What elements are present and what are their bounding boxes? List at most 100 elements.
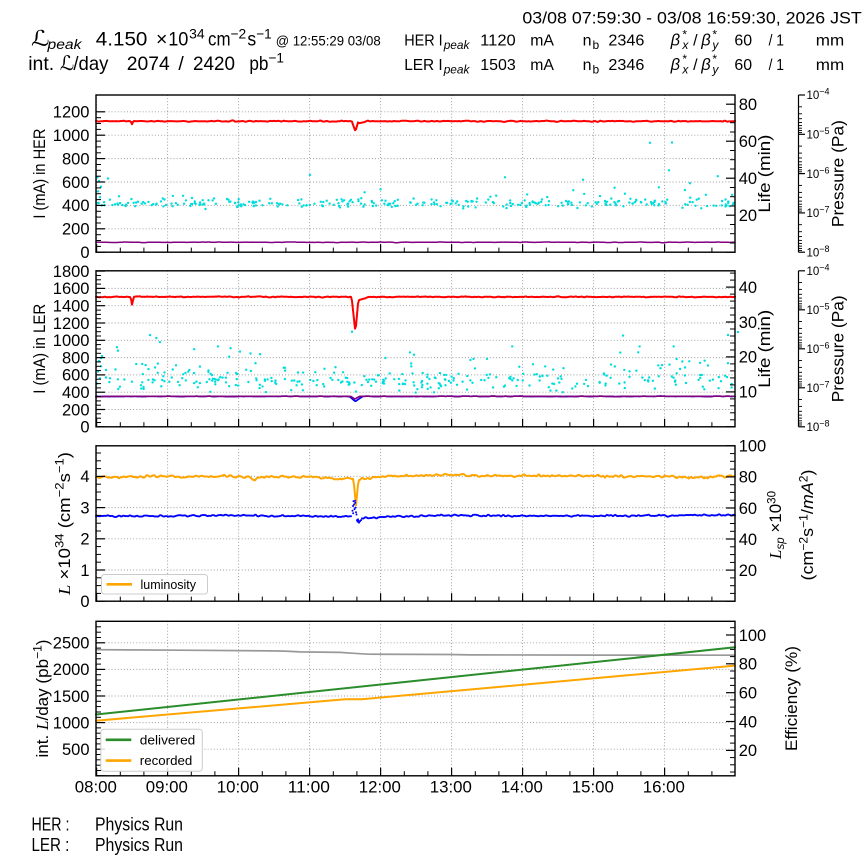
svg-text:14:00: 14:00: [501, 778, 543, 797]
svg-text:600: 600: [62, 174, 90, 192]
svg-text:−1: −1: [269, 50, 285, 66]
svg-text:2074: 2074: [127, 53, 170, 75]
svg-text:peak: peak: [46, 37, 83, 52]
svg-text:cm: cm: [208, 29, 231, 51]
svg-text:y: y: [711, 38, 719, 52]
svg-text:Pressure (Pa): Pressure (Pa): [829, 120, 848, 227]
svg-text:80: 80: [739, 469, 757, 487]
svg-text:1: 1: [80, 562, 89, 580]
svg-text:peak: peak: [443, 62, 471, 76]
svg-text:β: β: [700, 56, 711, 74]
svg-text:11:00: 11:00: [288, 778, 330, 797]
svg-text:pb: pb: [249, 53, 268, 75]
svg-text:10: 10: [168, 29, 188, 51]
svg-text:60: 60: [739, 685, 757, 703]
svg-text:60: 60: [734, 57, 752, 74]
svg-text:@ 12:55:29 03/08: @ 12:55:29 03/08: [276, 34, 381, 50]
svg-text:1000: 1000: [53, 714, 90, 732]
svg-text:1000: 1000: [53, 127, 90, 145]
svg-text:60: 60: [734, 33, 752, 50]
svg-text:mA: mA: [530, 33, 554, 50]
svg-text:0: 0: [80, 593, 89, 611]
svg-text:LER :: LER :: [32, 835, 70, 855]
svg-text:60: 60: [739, 500, 757, 518]
svg-text:*: *: [712, 28, 717, 42]
svg-text:1600: 1600: [53, 280, 90, 298]
svg-text:15:00: 15:00: [572, 778, 614, 797]
svg-text:Physics Run: Physics Run: [95, 815, 183, 835]
svg-text:Life (min): Life (min): [755, 135, 774, 213]
svg-text:400: 400: [62, 384, 90, 402]
svg-text:Pressure (Pa): Pressure (Pa): [829, 295, 848, 402]
svg-text:mm: mm: [816, 57, 844, 74]
svg-text:3: 3: [80, 499, 89, 517]
svg-text:20: 20: [739, 562, 757, 580]
svg-text:2346: 2346: [608, 33, 644, 50]
svg-text:09:00: 09:00: [146, 778, 188, 797]
svg-text:HER I: HER I: [404, 33, 443, 50]
svg-text:peak: peak: [443, 38, 471, 52]
svg-text:I (mA) in LER: I (mA) in LER: [30, 304, 49, 394]
svg-text:1800: 1800: [53, 263, 90, 281]
svg-text:400: 400: [62, 197, 90, 215]
svg-text:L ×1034 (cm−2s−1): L ×1034 (cm−2s−1): [53, 452, 75, 596]
svg-text:/: /: [693, 57, 698, 74]
svg-text:0: 0: [80, 419, 89, 437]
svg-text:Efficiency (%): Efficiency (%): [782, 646, 801, 751]
svg-text:2346: 2346: [608, 57, 644, 74]
svg-text:int. L/day (pb−1): int. L/day (pb−1): [31, 640, 53, 758]
svg-text:−1: −1: [256, 25, 272, 41]
svg-text:10: 10: [739, 384, 757, 402]
svg-text:40: 40: [739, 713, 757, 731]
svg-text:Physics Run: Physics Run: [95, 835, 183, 855]
svg-text:2500: 2500: [53, 635, 90, 653]
svg-text:1000: 1000: [53, 332, 90, 350]
svg-text:mm: mm: [816, 33, 844, 50]
svg-text:x: x: [681, 63, 689, 77]
svg-text:800: 800: [62, 150, 90, 168]
svg-text:30: 30: [739, 314, 757, 332]
svg-text:80: 80: [739, 96, 757, 114]
svg-text:200: 200: [62, 401, 90, 419]
svg-text:Life (min): Life (min): [755, 310, 774, 388]
svg-text:int.: int.: [28, 53, 54, 75]
svg-text:LER I: LER I: [404, 57, 443, 74]
svg-text:*: *: [682, 52, 687, 66]
svg-text:y: y: [711, 63, 719, 77]
svg-text:×: ×: [156, 29, 167, 51]
svg-text:2: 2: [80, 531, 89, 549]
svg-text:2000: 2000: [53, 661, 90, 679]
svg-text:40: 40: [739, 531, 757, 549]
svg-text:4.150: 4.150: [96, 29, 148, 51]
svg-text:*: *: [712, 52, 717, 66]
svg-text:s: s: [247, 29, 256, 51]
svg-text:80: 80: [739, 656, 757, 674]
svg-text:40: 40: [739, 170, 757, 188]
svg-text:20: 20: [739, 742, 757, 760]
svg-text:03/08 07:59:30 - 03/08 16:59:3: 03/08 07:59:30 - 03/08 16:59:30, 2026 JS…: [522, 9, 861, 28]
svg-text:600: 600: [62, 367, 90, 385]
svg-text:/: /: [693, 33, 698, 50]
svg-text:β: β: [670, 32, 681, 50]
svg-text:0: 0: [80, 244, 89, 262]
svg-text:40: 40: [739, 279, 757, 297]
svg-text:Lsp ×1030: Lsp ×1030: [766, 491, 787, 560]
svg-text:100: 100: [739, 438, 767, 456]
svg-text:4: 4: [80, 468, 89, 486]
svg-text:(cm−2s−1/mA2): (cm−2s−1/mA2): [798, 470, 817, 581]
svg-text:2420: 2420: [193, 53, 235, 75]
svg-text:1500: 1500: [53, 688, 90, 706]
svg-text:/ 1: / 1: [769, 33, 784, 50]
svg-text:−2: −2: [231, 25, 247, 41]
svg-text:500: 500: [62, 741, 90, 759]
svg-text:luminosity: luminosity: [141, 577, 197, 592]
svg-text:1503: 1503: [480, 57, 516, 74]
svg-text:b: b: [593, 38, 600, 52]
svg-text:I (mA) in HER: I (mA) in HER: [30, 129, 49, 219]
svg-text:1400: 1400: [53, 298, 90, 316]
svg-text:800: 800: [62, 349, 90, 367]
svg-text:β: β: [670, 56, 681, 74]
svg-text:/ 1: / 1: [769, 57, 784, 74]
svg-text:12:00: 12:00: [359, 778, 401, 797]
svg-text:mA: mA: [530, 57, 554, 74]
